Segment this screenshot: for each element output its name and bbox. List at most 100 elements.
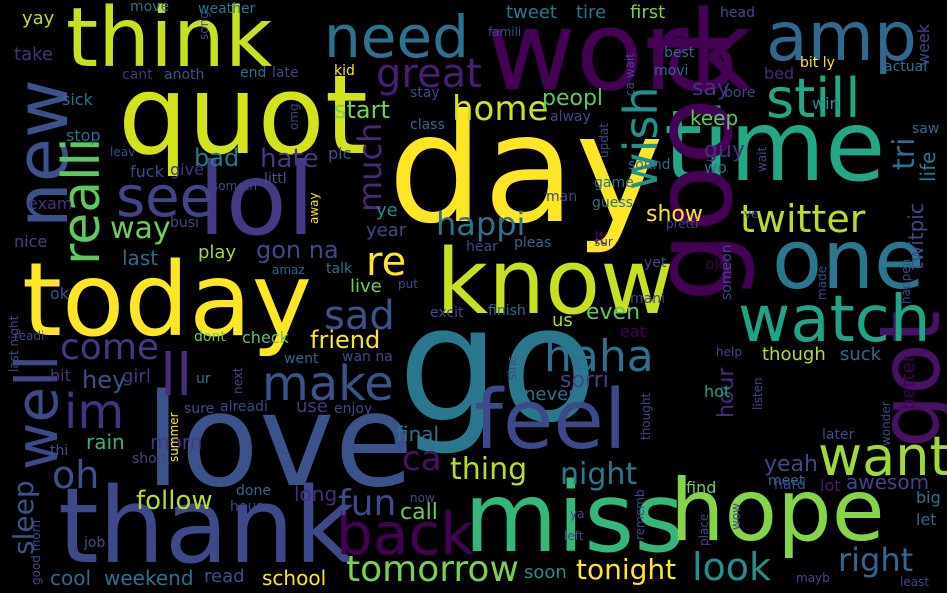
word-wan-na: wan na: [342, 349, 393, 365]
word-love: love: [145, 367, 414, 516]
word-end: end: [240, 65, 267, 81]
word-talk: talk: [326, 261, 353, 277]
word-peopl: peopl: [542, 86, 604, 111]
word-back: back: [336, 500, 474, 568]
word-quot: quot: [118, 51, 368, 179]
word-eat: eat: [620, 322, 646, 341]
word-job: job: [84, 535, 106, 551]
word-want: want: [818, 425, 947, 488]
word-tweet: tweet: [506, 2, 557, 23]
word-amp: amp: [766, 0, 918, 77]
word-finish: finish: [488, 303, 526, 319]
word-old: old: [706, 257, 728, 273]
word-follow: follow: [136, 486, 213, 516]
word-bad: bad: [194, 144, 240, 172]
word-wo: wo: [704, 158, 727, 177]
word-stop: stop: [66, 126, 101, 145]
word-wonder: wonder: [879, 401, 893, 446]
word-guy: guy: [704, 138, 745, 163]
word-happi: happi: [436, 205, 526, 243]
word-bore: bore: [724, 85, 756, 101]
word-hear: hear: [466, 239, 498, 255]
word-sur: sur: [594, 235, 613, 249]
word-summer: summer: [167, 412, 181, 462]
word-im: im: [64, 384, 125, 440]
word-enjoy: enjoy: [334, 401, 373, 417]
word-last-night: last night: [7, 315, 21, 372]
word-miss: miss: [464, 462, 685, 574]
word-ya: ya: [570, 507, 585, 521]
word-later: later: [822, 427, 855, 443]
word-great: great: [376, 51, 482, 97]
word-sick: sick: [62, 90, 93, 109]
word-put: put: [398, 277, 418, 291]
word-find: find: [686, 478, 717, 497]
word-mayb: mayb: [796, 571, 830, 585]
word-thi: thi: [50, 443, 69, 459]
word-exam: exam: [28, 194, 73, 213]
word-hope: hope: [670, 461, 885, 561]
word-us: us: [552, 310, 573, 331]
word-away: away: [307, 192, 321, 224]
word-lt: lt: [594, 228, 607, 249]
word-big: big: [916, 488, 941, 507]
word-gon-na: gon na: [256, 236, 339, 264]
word-look: look: [692, 545, 772, 589]
word-friend: friend: [310, 326, 381, 354]
word-rain: rain: [86, 430, 125, 454]
word-school: school: [262, 566, 327, 590]
word-sorri: sorri: [560, 368, 609, 393]
word-better: better: [898, 354, 919, 410]
word-last: last: [122, 246, 159, 270]
word-time: time: [664, 90, 886, 204]
word-ca-wait: ca wait: [623, 53, 637, 96]
word-pretti: pretti: [666, 217, 699, 231]
word-ve: ve: [744, 207, 759, 221]
word-place: place: [697, 513, 711, 546]
word-hot: hot: [704, 382, 731, 401]
word-give: give: [170, 160, 204, 179]
word-tomorrow: tomorrow: [346, 549, 519, 590]
word-today: today: [22, 241, 313, 360]
word-happen: happen: [899, 258, 913, 304]
word-work: work: [486, 0, 753, 115]
word-help: help: [716, 345, 742, 359]
word-amaz: amaz: [272, 263, 305, 277]
word-twitter: twitter: [740, 197, 866, 241]
word-suck: suck: [840, 344, 882, 365]
word-sinc: sinc: [505, 356, 519, 380]
word-thought: thought: [639, 392, 653, 440]
word-left: left: [564, 529, 584, 543]
word-ye: ye: [376, 200, 398, 221]
word-re: re: [366, 239, 407, 285]
word-know: know: [436, 230, 674, 335]
word-late: late: [272, 65, 299, 81]
word-leav: leav: [110, 145, 136, 159]
word-live: live: [350, 276, 382, 297]
word-much: much: [351, 122, 389, 212]
word-mani: mani: [630, 291, 665, 307]
word-never: never: [524, 384, 576, 405]
word-sure: sure: [184, 401, 215, 417]
word-final: final: [396, 422, 440, 446]
word-lot: lot: [820, 476, 841, 495]
word-updat: updat: [597, 123, 611, 158]
word-pic: pic: [328, 144, 352, 163]
word-hey: hey: [82, 366, 127, 394]
word-alway: alway: [550, 109, 591, 125]
word-sound: sound: [628, 157, 671, 173]
word-movi: movi: [654, 63, 689, 79]
word-think: think: [66, 0, 273, 86]
word-saw: saw: [912, 121, 940, 137]
word-one: one: [772, 213, 925, 308]
word-best: best: [664, 45, 695, 61]
word-call: call: [400, 500, 438, 525]
word-awesom: awesom: [846, 470, 930, 494]
word-lol: lol: [198, 141, 315, 258]
word-listen: listen: [751, 377, 765, 410]
word-tonight: tonight: [576, 553, 677, 586]
word-wait: wait: [755, 146, 769, 172]
word-hard: hard: [774, 477, 806, 493]
word-girl: girl: [122, 366, 151, 387]
